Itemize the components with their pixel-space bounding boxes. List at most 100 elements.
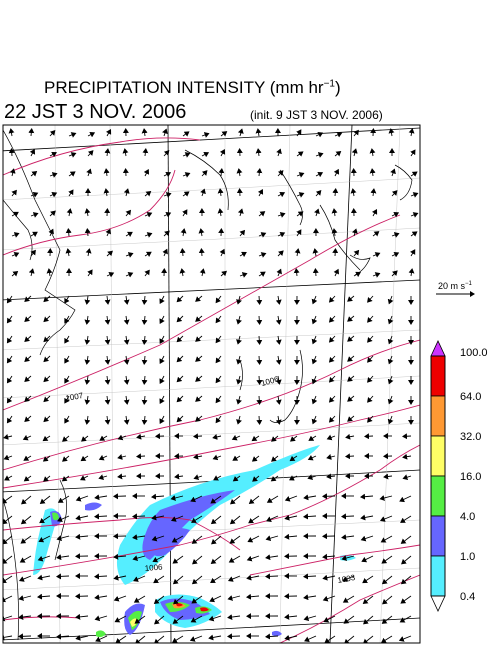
wind-vector <box>39 515 51 524</box>
wind-vector <box>351 148 358 157</box>
wind-vector <box>62 455 70 462</box>
wind-vector <box>266 515 279 522</box>
wind-vector <box>18 633 32 640</box>
wind-vector <box>191 515 203 523</box>
wind-vector <box>195 315 203 322</box>
wind-vector <box>387 415 394 425</box>
wind-vector <box>208 615 222 622</box>
wind-vector <box>3 535 13 545</box>
wind-vector <box>239 229 246 237</box>
colorbar-label: 32.0 <box>460 431 482 443</box>
wind-vector <box>182 172 191 178</box>
wind-vector <box>104 335 111 345</box>
wind-vector <box>372 252 381 258</box>
wind-vector <box>24 335 32 342</box>
wind-vector <box>49 130 56 137</box>
wind-vector <box>201 132 210 138</box>
wind-vector <box>334 150 342 157</box>
wind-vector <box>3 575 13 584</box>
wind-vector <box>328 415 336 423</box>
wind-vector <box>343 635 355 643</box>
colorbar-label: 0.4 <box>460 591 476 603</box>
isobar-label: 1007 <box>65 391 85 403</box>
wind-vector <box>410 171 418 177</box>
wind-vector <box>94 494 108 501</box>
wind-vector <box>362 635 374 643</box>
wind-vector <box>370 188 377 197</box>
wind-vector <box>133 575 146 582</box>
wind-vector <box>37 574 51 581</box>
wind-vector <box>141 335 148 345</box>
wind-vector <box>176 415 184 423</box>
wind-vector <box>159 315 165 324</box>
wind-vector <box>296 229 302 237</box>
wind-vector <box>265 554 279 561</box>
wind-vector <box>80 475 89 481</box>
wind-vector <box>95 635 108 643</box>
wind-vector <box>215 395 222 404</box>
wind-vector <box>311 415 318 425</box>
wind-vector <box>347 355 355 362</box>
wind-vector <box>56 573 70 580</box>
wind-vector <box>29 148 36 157</box>
wind-vector <box>43 415 51 423</box>
wind-vector <box>408 268 415 277</box>
wind-vector <box>49 192 58 198</box>
wind-vector <box>189 635 203 642</box>
wind-vector <box>3 555 13 564</box>
wind-vector <box>247 535 260 543</box>
wind-vector <box>8 128 15 137</box>
wind-vector <box>328 375 336 383</box>
wind-vector <box>251 435 260 442</box>
wind-vector <box>328 315 336 323</box>
wind-vector <box>379 495 393 501</box>
wind-vector <box>367 355 374 363</box>
wind-vector <box>361 555 374 563</box>
wind-vector <box>132 534 146 541</box>
wind-vector <box>246 574 260 581</box>
wind-vector <box>239 251 247 258</box>
wind-vector <box>49 172 58 178</box>
wind-vector <box>229 515 241 525</box>
colorbar <box>430 340 446 612</box>
wind-vector <box>210 515 222 525</box>
wind-vector <box>333 168 340 177</box>
wind-vector <box>255 128 262 137</box>
wind-vector <box>151 514 165 521</box>
colorbar-segment <box>430 475 446 517</box>
wind-vector <box>64 295 70 304</box>
wind-vector <box>123 335 130 345</box>
map-frame <box>2 124 421 644</box>
wind-vector <box>43 395 51 403</box>
wind-vector <box>256 335 263 345</box>
wind-vector <box>117 454 127 460</box>
wind-vector <box>217 208 224 217</box>
wind-vector <box>220 131 228 137</box>
wind-vector <box>390 168 396 177</box>
wind-vector <box>190 495 203 503</box>
wind-vector <box>345 433 355 440</box>
wind-vector <box>195 375 203 382</box>
wind-vector <box>134 635 146 643</box>
wind-vector <box>334 132 343 138</box>
wind-vector <box>141 395 148 405</box>
wind-vector <box>113 595 127 602</box>
wind-vector <box>144 232 153 238</box>
wind-vector <box>193 474 203 481</box>
wind-vector <box>230 495 241 505</box>
wind-vector <box>159 415 165 424</box>
wind-vector <box>98 454 108 461</box>
wind-vector <box>347 295 355 302</box>
wind-vector <box>43 295 51 303</box>
wind-vector <box>289 475 298 481</box>
wind-vector <box>46 268 53 277</box>
wind-vector <box>341 534 355 541</box>
wind-vector <box>84 395 91 405</box>
wind-vector <box>353 129 359 137</box>
wind-vector <box>75 495 89 502</box>
wind-vector <box>391 251 400 258</box>
wind-vector <box>210 555 222 565</box>
wind-vector <box>372 231 380 237</box>
wind-vector <box>190 615 203 623</box>
wind-vector <box>98 474 108 481</box>
